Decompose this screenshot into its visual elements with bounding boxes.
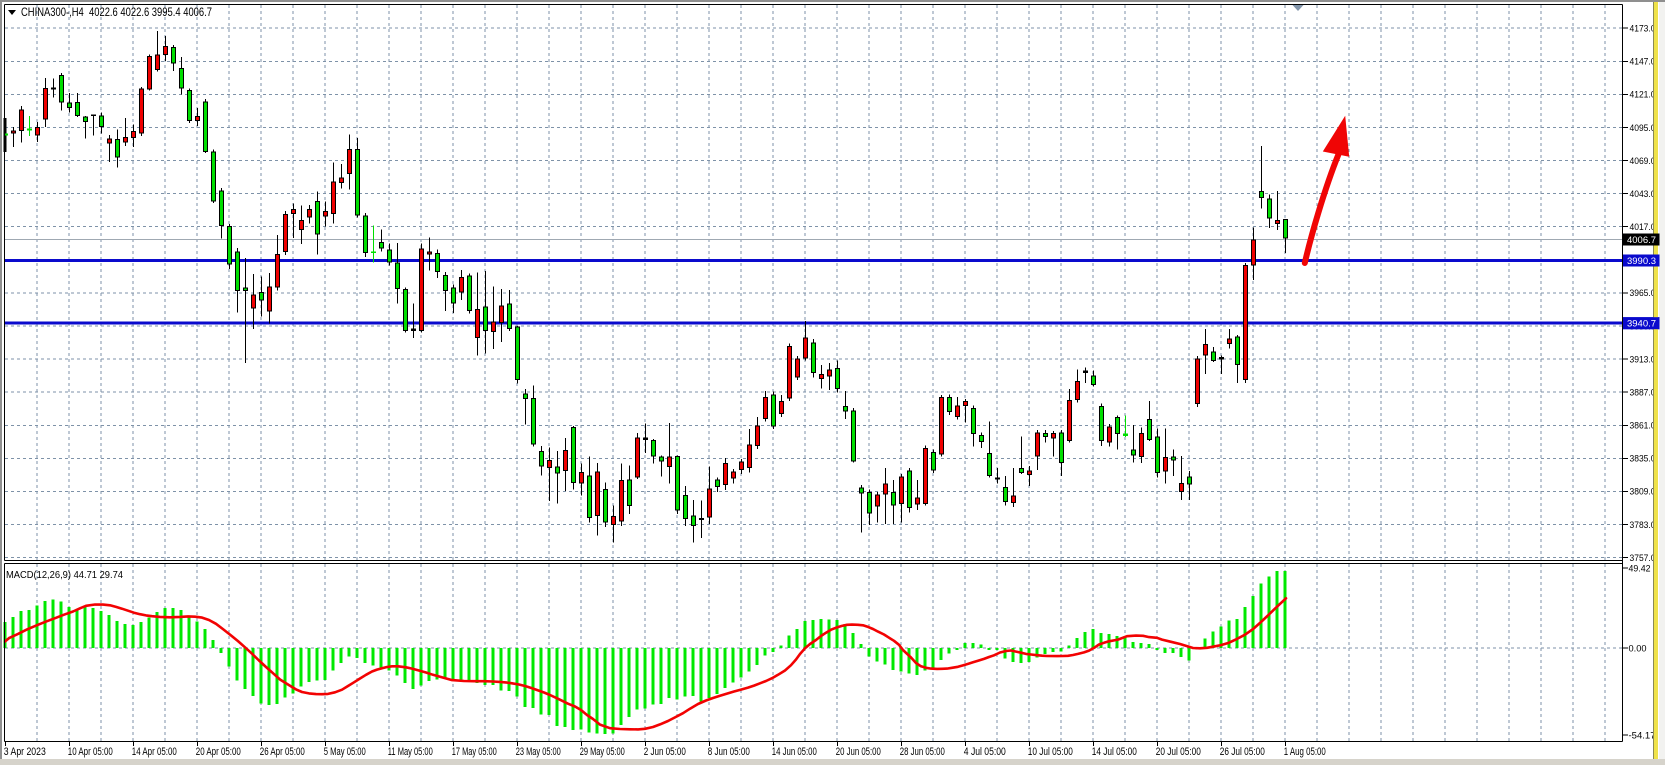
svg-text:3965.0: 3965.0 bbox=[1630, 288, 1656, 299]
svg-text:0.00: 0.00 bbox=[1629, 643, 1647, 654]
svg-text:20 Apr 05:00: 20 Apr 05:00 bbox=[196, 746, 241, 758]
svg-text:29 May 05:00: 29 May 05:00 bbox=[580, 746, 625, 758]
svg-text:10 Jul 05:00: 10 Jul 05:00 bbox=[1028, 746, 1073, 758]
svg-text:3913.0: 3913.0 bbox=[1630, 354, 1656, 365]
svg-text:14 Jul 05:00: 14 Jul 05:00 bbox=[1092, 746, 1137, 758]
svg-text:14 Jun 05:00: 14 Jun 05:00 bbox=[772, 746, 817, 758]
svg-text:8 Jun 05:00: 8 Jun 05:00 bbox=[708, 746, 750, 758]
svg-text:2 Jun 05:00: 2 Jun 05:00 bbox=[644, 746, 686, 758]
svg-text:14 Apr 05:00: 14 Apr 05:00 bbox=[132, 746, 177, 758]
svg-text:3783.0: 3783.0 bbox=[1630, 520, 1656, 531]
svg-text:4 Jul 05:00: 4 Jul 05:00 bbox=[964, 746, 1006, 758]
svg-text:26 Jul 05:00: 26 Jul 05:00 bbox=[1220, 746, 1265, 758]
svg-text:4043.0: 4043.0 bbox=[1630, 189, 1656, 200]
svg-text:4006.7: 4006.7 bbox=[1627, 235, 1656, 246]
svg-text:26 Apr 05:00: 26 Apr 05:00 bbox=[260, 746, 305, 758]
svg-text:1 Aug 05:00: 1 Aug 05:00 bbox=[1284, 746, 1326, 758]
svg-text:28 Jun 05:00: 28 Jun 05:00 bbox=[900, 746, 945, 758]
svg-text:11 May 05:00: 11 May 05:00 bbox=[388, 746, 433, 758]
svg-text:4121.0: 4121.0 bbox=[1630, 90, 1656, 101]
svg-text:MACD(12,26,9) 44.71 29.74: MACD(12,26,9) 44.71 29.74 bbox=[6, 570, 123, 581]
svg-text:3940.7: 3940.7 bbox=[1627, 319, 1656, 330]
svg-text:5 May 05:00: 5 May 05:00 bbox=[324, 746, 366, 758]
svg-text:4017.0: 4017.0 bbox=[1630, 222, 1656, 233]
svg-text:3861.0: 3861.0 bbox=[1630, 421, 1656, 432]
svg-text:3757.0: 3757.0 bbox=[1630, 553, 1656, 564]
svg-text:3809.0: 3809.0 bbox=[1630, 487, 1656, 498]
svg-text:20 Jun 05:00: 20 Jun 05:00 bbox=[836, 746, 881, 758]
svg-text:-54.17: -54.17 bbox=[1629, 730, 1656, 741]
svg-text:3835.0: 3835.0 bbox=[1630, 454, 1656, 465]
svg-text:17 May 05:00: 17 May 05:00 bbox=[452, 746, 497, 758]
svg-text:3990.3: 3990.3 bbox=[1627, 256, 1656, 267]
svg-text:4095.0: 4095.0 bbox=[1630, 123, 1656, 134]
svg-text:3 Apr 2023: 3 Apr 2023 bbox=[4, 746, 46, 758]
svg-text:23 May 05:00: 23 May 05:00 bbox=[516, 746, 561, 758]
svg-text:4147.0: 4147.0 bbox=[1630, 57, 1656, 68]
svg-text:49.42: 49.42 bbox=[1629, 564, 1651, 575]
svg-text:4173.0: 4173.0 bbox=[1630, 24, 1656, 35]
svg-text:CHINA300-,H4 4022.6 4022.6 39: CHINA300-,H4 4022.6 4022.6 3995.4 4006.7 bbox=[21, 5, 212, 19]
svg-text:3887.0: 3887.0 bbox=[1630, 388, 1656, 399]
svg-text:10 Apr 05:00: 10 Apr 05:00 bbox=[68, 746, 113, 758]
svg-text:20 Jul 05:00: 20 Jul 05:00 bbox=[1156, 746, 1201, 758]
svg-text:4069.0: 4069.0 bbox=[1630, 156, 1656, 167]
